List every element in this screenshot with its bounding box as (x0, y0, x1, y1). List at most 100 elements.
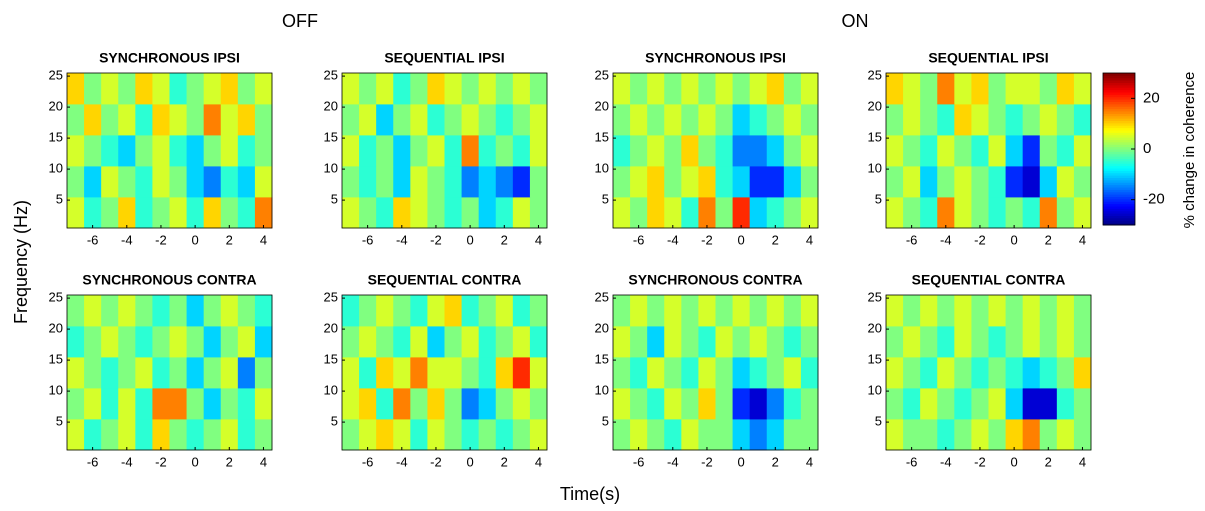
heatmap-cell (254, 419, 273, 451)
heatmap-cell (342, 326, 360, 358)
heatmap-cell (1022, 419, 1041, 451)
panel-title: SYNCHRONOUS IPSI (645, 50, 786, 66)
colorbar-segment (1103, 165, 1135, 169)
heatmap-cell (681, 419, 699, 451)
x-tick-label: -4 (940, 232, 952, 247)
heatmap-cell (681, 357, 699, 389)
heatmap-cell (903, 357, 921, 389)
heatmap-cell (254, 295, 273, 327)
heatmap-cell (647, 73, 665, 105)
y-tick-label: 15 (49, 352, 63, 367)
heatmap-cell (783, 135, 802, 167)
heatmap-cell (512, 357, 531, 389)
heatmap-cell (220, 104, 239, 136)
plot-frame (341, 72, 548, 229)
y-tick-label: 25 (868, 290, 882, 305)
x-tick-label: -6 (633, 454, 645, 469)
heatmap-cell (169, 104, 187, 136)
heatmap-cell (67, 357, 85, 389)
heatmap-cell (203, 197, 222, 229)
heatmap-cell (254, 326, 273, 358)
heatmap-cell (988, 419, 1006, 451)
heatmap-cell (135, 104, 153, 136)
heatmap-cell (203, 166, 222, 198)
heatmap-cell (427, 326, 445, 358)
heatmap-cell (698, 197, 716, 229)
y-tick-label: 5 (56, 414, 63, 429)
colorbar-segment (1103, 115, 1135, 119)
heatmap-cell (1056, 104, 1075, 136)
heatmap-cell (101, 135, 119, 167)
heatmap-cell (1073, 197, 1092, 229)
heatmap-cell (118, 135, 136, 167)
heatmap-cell (766, 104, 785, 136)
heatmap-cell (359, 73, 377, 105)
heatmap-cell (461, 326, 480, 358)
heatmap-cell (732, 104, 751, 136)
heatmap-cell (410, 73, 428, 105)
heatmap-cell (84, 326, 102, 358)
heatmap-cell (732, 197, 751, 229)
heatmap-cell (237, 326, 256, 358)
heatmap-cell (766, 357, 785, 389)
y-tick-label: 25 (49, 68, 63, 83)
heatmap-cell (342, 197, 360, 229)
heatmap-cell (1005, 295, 1024, 327)
x-tick-label: 2 (772, 232, 779, 247)
heatmap-cell (749, 135, 768, 167)
heatmap-cell (444, 357, 462, 389)
heatmap-cell (749, 73, 768, 105)
heatmap-cell (478, 388, 497, 420)
colorbar-segment (1103, 144, 1135, 148)
heatmap-cell (1022, 357, 1041, 389)
heatmap-cell (988, 135, 1006, 167)
heatmap-cell (783, 419, 802, 451)
heatmap-cell (203, 295, 222, 327)
y-tick-label: 5 (331, 414, 338, 429)
heatmap-cell (1039, 357, 1058, 389)
heatmap-cell (410, 388, 428, 420)
heatmap-cell (783, 388, 802, 420)
heatmap-cell (903, 104, 921, 136)
heatmap-cell (186, 357, 205, 389)
heatmap-cell (393, 388, 411, 420)
heatmap-cell (376, 295, 394, 327)
heatmap-cell (920, 419, 938, 451)
heatmap-cell (152, 104, 170, 136)
heatmap-cell (732, 73, 751, 105)
x-tick-label: 4 (1079, 232, 1086, 247)
heatmap-cell (220, 197, 239, 229)
heatmap-cell (800, 326, 819, 358)
y-tick-label: 25 (595, 68, 609, 83)
heatmap-cell (698, 388, 716, 420)
heatmap-cell (135, 326, 153, 358)
heatmap-cell (203, 135, 222, 167)
y-tick-label: 20 (595, 99, 609, 114)
colorbar-segment (1103, 172, 1135, 176)
colorbar-segment (1103, 96, 1135, 100)
heatmap-cell (220, 388, 239, 420)
heatmap-cell (118, 295, 136, 327)
heatmap-cell (1039, 326, 1058, 358)
heatmap-cell (393, 197, 411, 229)
x-tick-label: 2 (226, 454, 233, 469)
heatmap-cell (886, 197, 904, 229)
colorbar-segment (1103, 87, 1135, 91)
heatmap-cell (254, 135, 273, 167)
heatmap-cell (1056, 295, 1075, 327)
heatmap-cell (1022, 135, 1041, 167)
heatmap-cell (152, 357, 170, 389)
heatmap-cell (1039, 419, 1058, 451)
heatmap-cell (359, 326, 377, 358)
heatmap-cell (630, 73, 648, 105)
heatmap-cell (444, 135, 462, 167)
heatmap-cell (152, 73, 170, 105)
y-tick-label: 20 (595, 321, 609, 336)
heatmap-cell (749, 357, 768, 389)
heatmap-cell (681, 73, 699, 105)
heatmap-cell (84, 357, 102, 389)
heatmap-cell (101, 357, 119, 389)
heatmap-cell (342, 73, 360, 105)
group-label: ON (842, 11, 869, 31)
colorbar-segment (1103, 194, 1135, 197)
